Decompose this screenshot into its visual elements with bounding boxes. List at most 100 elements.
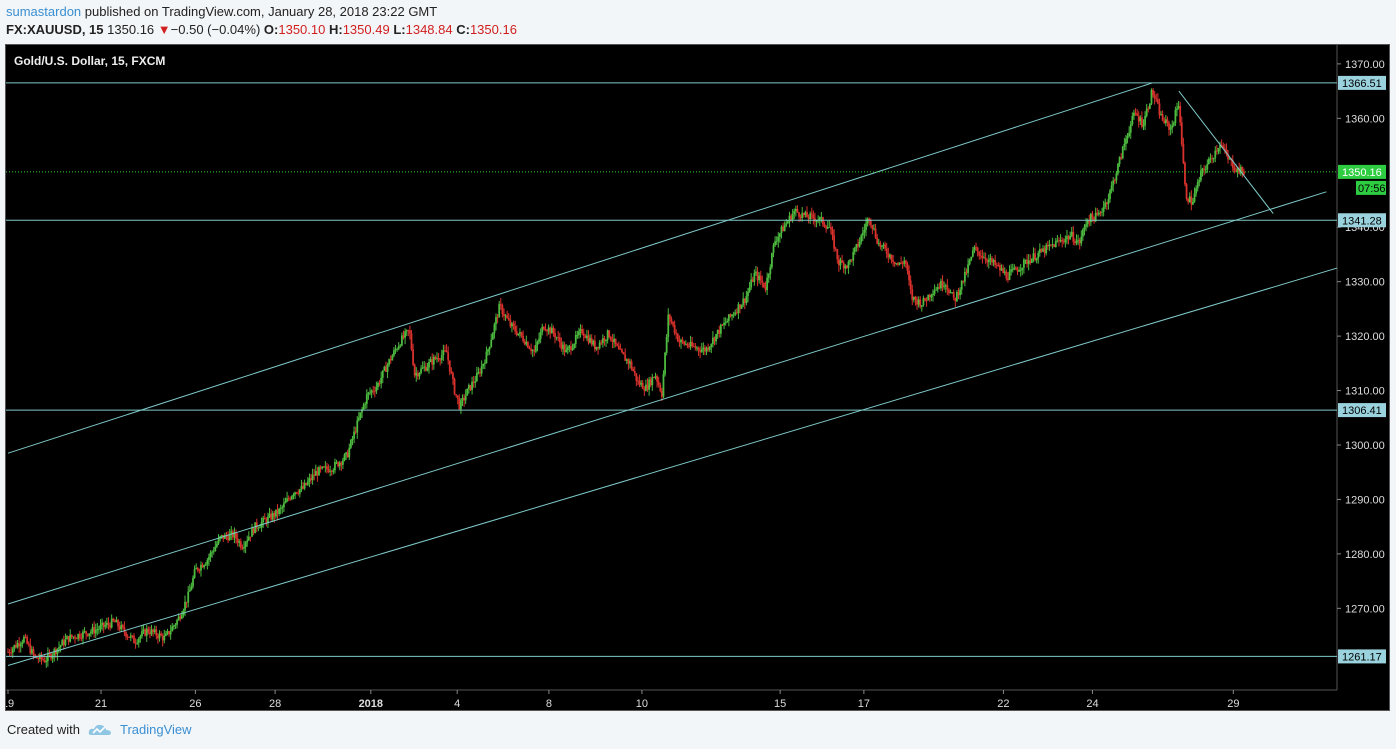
candle-body — [940, 280, 942, 289]
candle-body — [582, 333, 585, 337]
candle-body — [601, 338, 604, 344]
candle-body — [1070, 231, 1073, 236]
candle-body — [959, 289, 961, 296]
candle-body — [294, 492, 296, 495]
candle-body — [13, 645, 16, 649]
candle-body — [399, 345, 402, 347]
chart-panel[interactable]: 1270.00 1280.00 1290.00 1300.00 1310.00 1320.… — [5, 44, 1390, 711]
candle-body — [889, 254, 891, 258]
candle-body — [10, 652, 13, 654]
candle-body — [31, 649, 33, 654]
candle-body — [1007, 278, 1009, 280]
x-tick-label: 24 — [1086, 698, 1098, 710]
candle-body — [1030, 258, 1033, 263]
candle-body — [590, 338, 593, 345]
candle-body — [1121, 146, 1124, 159]
candle-body — [372, 390, 375, 392]
candle-body — [386, 364, 389, 372]
y-tick-label: 1330.00 — [1345, 277, 1385, 289]
candle-body — [911, 289, 914, 300]
candle-body — [742, 298, 745, 306]
candle-body — [643, 389, 646, 391]
candle-body — [909, 280, 912, 290]
candle-body — [180, 614, 183, 619]
candle-body — [979, 255, 982, 257]
candle-body — [1120, 157, 1123, 159]
candle-body — [27, 643, 30, 645]
candle-body — [1002, 268, 1005, 273]
candle-body — [125, 632, 127, 637]
candle-body — [337, 462, 340, 467]
candle-body — [935, 289, 938, 291]
candle-body — [621, 349, 623, 353]
candle-body — [453, 378, 456, 395]
level-tag — [1338, 213, 1386, 228]
candle-body — [731, 314, 733, 317]
candle-body — [37, 658, 40, 660]
candle-body — [659, 384, 662, 392]
candle-body — [1196, 182, 1199, 189]
candle-body — [271, 513, 274, 520]
candle-body — [326, 466, 328, 470]
candle-body — [1029, 260, 1032, 263]
candle-body — [538, 338, 540, 342]
candle-body — [605, 339, 607, 342]
candle-body — [463, 397, 466, 401]
candle-body — [469, 385, 472, 390]
candle-body — [830, 226, 832, 230]
candle-body — [903, 260, 906, 264]
candle-body — [1161, 114, 1164, 121]
candle-body — [780, 226, 783, 234]
candle-body — [1166, 119, 1169, 123]
candle-body — [1088, 220, 1091, 223]
candle-body — [121, 624, 124, 628]
candle-body — [428, 361, 430, 368]
candle-body — [300, 486, 303, 490]
candle-body — [667, 314, 670, 337]
candle-body — [353, 431, 355, 439]
author-link[interactable]: sumastardon — [6, 4, 82, 19]
candle-body — [576, 335, 579, 336]
candle-body — [938, 287, 941, 289]
candle-body — [241, 547, 244, 549]
candle-body — [960, 280, 963, 290]
candle-body — [40, 654, 43, 660]
candle-body — [927, 294, 930, 301]
candle-body — [519, 332, 521, 334]
candle-body — [45, 661, 48, 663]
candle-body — [373, 391, 376, 393]
candle-body — [772, 245, 775, 253]
price-change: −0.50 (−0.04%) — [170, 22, 261, 37]
candle-body — [1174, 109, 1177, 124]
close-value: 1350.16 — [469, 22, 517, 37]
candle-body — [657, 381, 660, 385]
tradingview-link[interactable]: TradingView — [119, 722, 192, 737]
candle-body — [1010, 269, 1013, 272]
candle-body — [1163, 120, 1166, 124]
candle-body — [705, 347, 708, 352]
candle-body — [531, 350, 534, 352]
candle-body — [1239, 166, 1242, 174]
candle-body — [1184, 163, 1186, 185]
candle-body — [999, 265, 1001, 271]
price-chart[interactable]: 1270.00 1280.00 1290.00 1300.00 1310.00 1320.… — [6, 45, 1389, 710]
candle-body — [1067, 236, 1070, 240]
candle-body — [716, 329, 719, 335]
candle-body — [699, 350, 702, 352]
candle-body — [755, 271, 757, 274]
x-tick-label: 2018 — [359, 698, 383, 710]
level-tag — [1338, 75, 1386, 90]
candle-body — [1141, 117, 1143, 127]
candle-body — [316, 471, 319, 476]
candle-body — [562, 344, 564, 350]
candle-body — [284, 501, 287, 504]
candle-body — [611, 340, 614, 342]
candle-body — [525, 342, 528, 345]
candle-body — [421, 367, 424, 369]
candle-body — [1150, 90, 1153, 104]
candle-body — [890, 254, 893, 261]
candle-body — [1051, 244, 1054, 246]
candle-body — [1081, 229, 1084, 237]
candle-body — [21, 642, 24, 645]
candle-body — [973, 247, 976, 251]
